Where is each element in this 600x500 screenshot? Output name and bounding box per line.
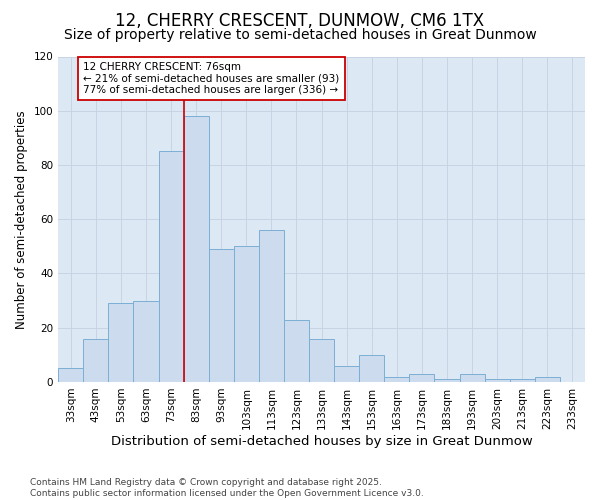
X-axis label: Distribution of semi-detached houses by size in Great Dunmow: Distribution of semi-detached houses by … <box>111 434 532 448</box>
Bar <box>209 249 234 382</box>
Bar <box>109 304 133 382</box>
Bar <box>510 379 535 382</box>
Bar <box>158 152 184 382</box>
Text: Contains HM Land Registry data © Crown copyright and database right 2025.
Contai: Contains HM Land Registry data © Crown c… <box>30 478 424 498</box>
Bar <box>385 376 409 382</box>
Bar <box>58 368 83 382</box>
Bar <box>409 374 434 382</box>
Bar <box>234 246 259 382</box>
Bar <box>334 366 359 382</box>
Text: Size of property relative to semi-detached houses in Great Dunmow: Size of property relative to semi-detach… <box>64 28 536 42</box>
Bar <box>309 338 334 382</box>
Bar <box>485 379 510 382</box>
Bar <box>259 230 284 382</box>
Bar <box>83 338 109 382</box>
Bar <box>133 300 158 382</box>
Bar <box>434 379 460 382</box>
Bar <box>284 320 309 382</box>
Text: 12, CHERRY CRESCENT, DUNMOW, CM6 1TX: 12, CHERRY CRESCENT, DUNMOW, CM6 1TX <box>115 12 485 30</box>
Bar <box>535 376 560 382</box>
Bar <box>184 116 209 382</box>
Text: 12 CHERRY CRESCENT: 76sqm
← 21% of semi-detached houses are smaller (93)
77% of : 12 CHERRY CRESCENT: 76sqm ← 21% of semi-… <box>83 62 340 95</box>
Bar <box>460 374 485 382</box>
Y-axis label: Number of semi-detached properties: Number of semi-detached properties <box>15 110 28 328</box>
Bar <box>359 355 385 382</box>
